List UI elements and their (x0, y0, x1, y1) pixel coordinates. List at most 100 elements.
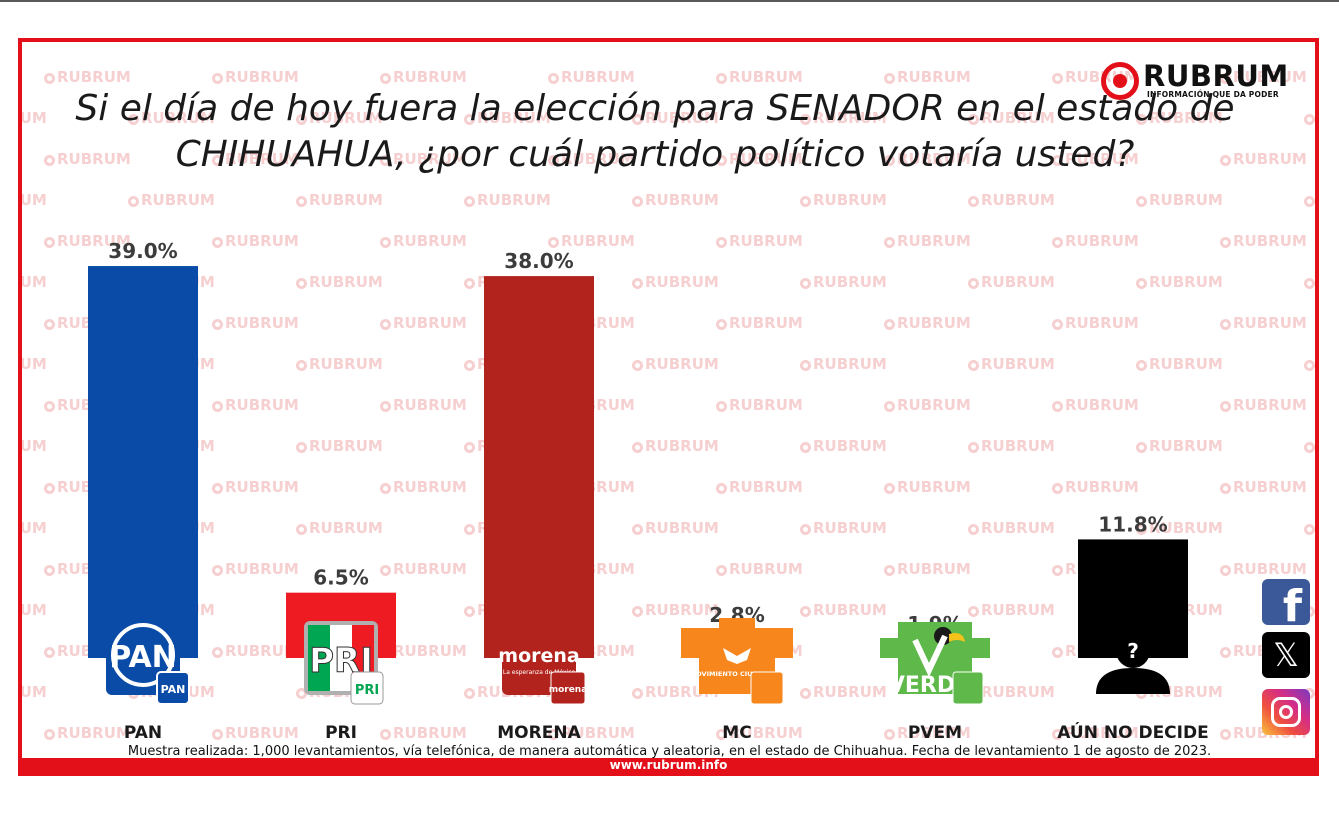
chart-title-line-2: CHIHUAHUA, ¿por cuál partido político vo… (175, 134, 1135, 175)
watermark-text: RUBRUM (800, 273, 887, 291)
watermark-text: RUBRUM (884, 724, 971, 742)
category-label: PRI (325, 723, 357, 743)
watermark-text: RUBRUM (44, 232, 131, 250)
chart-title: Si el día de hoy fuera la elección para … (40, 86, 1270, 178)
watermark-text: RUBRUM (380, 150, 467, 168)
watermark-text: RUBRUM (968, 519, 1055, 537)
chart-title-line-1: Si el día de hoy fuera la elección para … (75, 88, 1235, 129)
watermark-text: RUBRUM (968, 109, 1055, 127)
watermark-text: RUBRUM (22, 437, 47, 455)
watermark-text: RUBRUM (884, 150, 971, 168)
pvem-small-logo (952, 671, 984, 705)
site-url[interactable]: www.rubrum.info (609, 758, 728, 772)
footer-bar: www.rubrum.info (22, 758, 1315, 772)
watermark-text: RUBRUM (44, 150, 131, 168)
facebook-icon[interactable] (1262, 579, 1310, 629)
morena-logo-text: morena (498, 645, 579, 667)
watermark-text: RUBRUM (1220, 150, 1307, 168)
pri-small-logo-text: PRI (355, 683, 379, 698)
undecided-person-icon: ? (1096, 634, 1170, 694)
morena-logo-icon: morena La esperanza de México morena (498, 621, 588, 705)
watermark-text: RUBRUM (1052, 314, 1139, 332)
mc-small-logo (750, 671, 784, 705)
pvem-toucan-beak (949, 633, 965, 642)
bar-group: 11.8%? AÚN NO DECIDE (1057, 512, 1208, 743)
watermark-text: RUBRUM (968, 355, 1055, 373)
bar-value-label: 11.8% (1098, 512, 1167, 536)
watermark-text: RUBRUM (884, 232, 971, 250)
watermark-text: RUBRUM (22, 519, 47, 537)
watermark-text: RUBRUM (800, 109, 887, 127)
watermark-text: RUBRUM (296, 109, 383, 127)
watermark-text: RUBRUM (800, 683, 887, 701)
watermark-text: RUBRUM (800, 519, 887, 537)
watermark-text: RUBRUM (884, 68, 971, 86)
watermark-text: RUBRUM (548, 150, 635, 168)
watermark-text: RUBRUM (632, 355, 719, 373)
bar-group: 38.0% morena La esperanza de México morena M… (484, 249, 594, 743)
x-twitter-icon[interactable] (1262, 632, 1310, 678)
watermark-text: RUBRUM (548, 68, 635, 86)
instagram-icon[interactable] (1262, 689, 1310, 735)
bar (88, 266, 198, 658)
watermark-text: RUBRUM (1220, 560, 1307, 578)
watermark-text: RUBRUM (212, 642, 299, 660)
watermark-text: RUBRUM (968, 601, 1055, 619)
watermark-text: RUBRUM (968, 437, 1055, 455)
watermark-text: RUBRUM (800, 191, 887, 209)
watermark-text: RUBRUM (22, 273, 47, 291)
category-label: MC (722, 723, 751, 743)
watermark-text: RUBRUM (632, 519, 719, 537)
watermark-text: RUBRUM (296, 273, 383, 291)
watermark-text: RUBRUM (128, 109, 215, 127)
undecided-body (1096, 668, 1170, 694)
watermark-text: RUBRUM (212, 560, 299, 578)
watermark-text: RUBRUM (212, 724, 299, 742)
watermark-text: RUBRUM (632, 191, 719, 209)
watermark-text: RUBRUM (1220, 68, 1307, 86)
watermark-text: RUBRUM (296, 437, 383, 455)
pri-green-stripe (308, 625, 330, 691)
undecided-question-mark: ? (1127, 639, 1139, 663)
watermark-text: RUBRUM (1220, 478, 1307, 496)
watermark-text: RUBRUM (296, 355, 383, 373)
watermark-text: RUBRUM (1052, 232, 1139, 250)
watermark-text: RUBRUM (380, 68, 467, 86)
watermark-text: RUBRUM (884, 396, 971, 414)
watermark-text: RUBRUM (1136, 109, 1223, 127)
pan-logo-text: PAN (109, 640, 177, 675)
category-label: AÚN NO DECIDE (1057, 721, 1208, 743)
watermark-text: RUBRUM (380, 314, 467, 332)
morena-small-logo (550, 671, 586, 705)
mc-eagle-icon (723, 648, 751, 664)
watermark-text: RUBRUM (380, 642, 467, 660)
pan-small-logo (156, 671, 190, 705)
bar-value-label: 6.5% (313, 566, 368, 590)
watermark-text: RUBRUM (1220, 232, 1307, 250)
mc-logo-icon: MOVIMIENTO CIUDADANO (681, 618, 793, 705)
watermark-text: RUBRUM (22, 355, 47, 373)
watermark-text: RUBRUM (716, 396, 803, 414)
bar (484, 276, 594, 658)
category-label: MORENA (497, 723, 581, 743)
watermark-text: RUBRUM (1136, 519, 1223, 537)
pan-small-logo-text: PAN (161, 683, 186, 696)
watermark-text: RUBRUM (44, 724, 131, 742)
pri-white-stripe (330, 625, 352, 691)
watermark-text: RUBRUM (1052, 150, 1139, 168)
watermark-text: RUBRUM (212, 232, 299, 250)
bar-value-label: 39.0% (108, 239, 177, 263)
watermark-text: RUBRUM (632, 601, 719, 619)
brand-tagline: INFORMACIÓN QUE DA PODER (1147, 90, 1279, 99)
watermark-text: RUBRUM (380, 232, 467, 250)
watermark-text: RUBRUM (716, 232, 803, 250)
watermark-text: RUBRUM (464, 191, 551, 209)
pan-logo-ring (111, 623, 175, 687)
watermark-text: RUBRUM (1052, 724, 1139, 742)
watermark-text: RUBRUM (1136, 355, 1223, 373)
watermark-text: RUBRUM (22, 191, 47, 209)
morena-small-logo-text: morena (549, 685, 588, 695)
